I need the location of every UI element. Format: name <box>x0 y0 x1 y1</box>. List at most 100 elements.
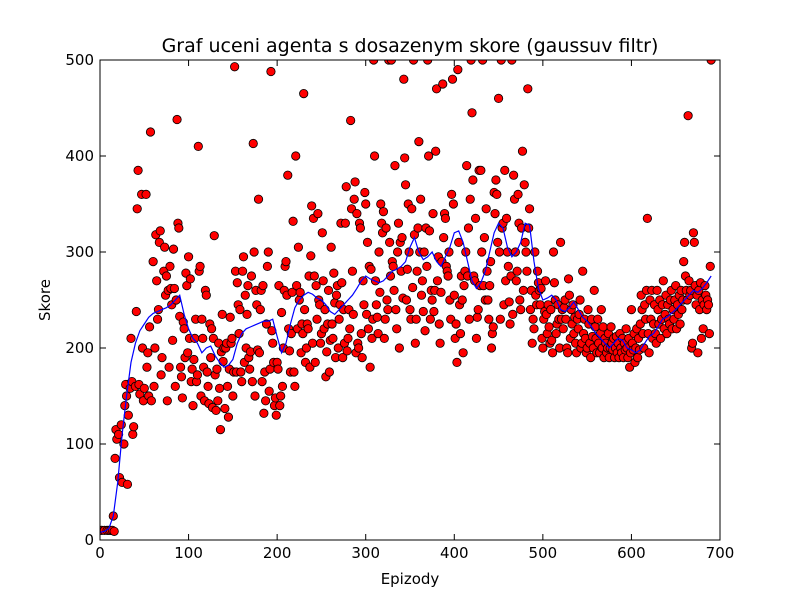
data-point <box>555 237 566 247</box>
data-point <box>307 338 318 348</box>
data-point <box>511 276 521 286</box>
y-tick-label: 300 <box>65 243 94 261</box>
y-axis-label: Skore <box>36 279 54 321</box>
data-point <box>688 228 699 238</box>
smoothed-line <box>100 222 712 533</box>
data-point <box>249 247 259 257</box>
data-point <box>322 347 332 357</box>
data-point <box>479 233 489 243</box>
chart-title: Graf uceni agenta s dosazenym skore (gau… <box>162 35 659 57</box>
x-tick-label: 500 <box>529 544 558 562</box>
data-point <box>246 271 257 281</box>
data-point <box>299 304 310 315</box>
data-point <box>116 420 126 430</box>
data-point <box>326 242 336 252</box>
data-point <box>394 343 404 353</box>
data-point <box>192 370 203 380</box>
data-point <box>123 410 133 420</box>
data-point <box>358 276 368 286</box>
data-point <box>527 338 537 348</box>
data-point <box>369 60 379 65</box>
data-point <box>494 247 505 257</box>
data-point <box>486 343 497 353</box>
data-point <box>193 141 203 151</box>
data-point <box>198 333 208 343</box>
data-point <box>408 282 418 293</box>
data-point <box>468 175 478 185</box>
data-point <box>243 280 253 291</box>
data-point <box>152 314 163 324</box>
data-point <box>578 266 588 276</box>
data-point <box>375 287 385 297</box>
data-point <box>544 322 554 332</box>
data-point <box>128 429 138 439</box>
data-point <box>309 271 319 281</box>
data-point <box>250 391 260 401</box>
data-point <box>373 328 383 339</box>
data-point <box>501 213 512 223</box>
data-point <box>513 189 523 199</box>
y-tick-label: 400 <box>65 147 94 165</box>
data-point <box>311 280 321 291</box>
y-tick-label: 0 <box>84 531 94 549</box>
data-point <box>168 244 179 254</box>
data-point <box>187 364 197 374</box>
data-point <box>176 362 186 372</box>
data-point <box>378 207 389 217</box>
data-point <box>236 367 246 377</box>
data-point <box>443 271 453 281</box>
data-point <box>549 278 559 288</box>
data-point <box>374 247 384 257</box>
plot-area <box>100 60 716 536</box>
data-point <box>675 319 685 329</box>
data-point <box>122 479 133 489</box>
data-point <box>411 314 421 324</box>
data-point <box>507 60 517 65</box>
data-point <box>583 304 593 315</box>
data-point <box>451 319 461 329</box>
data-point <box>586 352 596 363</box>
data-point <box>293 242 303 252</box>
data-point <box>679 256 689 267</box>
data-point <box>230 62 240 72</box>
data-point <box>110 453 120 463</box>
data-point <box>161 271 172 281</box>
data-point <box>331 290 342 300</box>
data-point <box>546 304 556 315</box>
data-point <box>465 194 475 204</box>
data-point <box>621 324 631 334</box>
data-point <box>447 189 457 199</box>
data-point <box>324 367 334 377</box>
data-point <box>400 180 411 190</box>
data-point <box>416 194 426 204</box>
data-point <box>589 285 599 295</box>
x-tick-label: 600 <box>617 544 646 562</box>
data-point <box>696 333 707 343</box>
data-point <box>508 309 518 319</box>
data-point <box>447 74 458 84</box>
data-point <box>472 312 482 322</box>
data-point <box>703 300 714 310</box>
data-point <box>129 422 139 432</box>
data-point <box>642 213 652 223</box>
y-tick-label: 100 <box>65 435 94 453</box>
data-point <box>343 333 353 343</box>
data-point <box>225 312 235 322</box>
data-point <box>485 280 495 291</box>
data-point <box>363 324 373 334</box>
data-point <box>312 314 322 324</box>
data-point <box>345 324 355 334</box>
data-point <box>492 189 502 199</box>
data-point <box>271 410 281 420</box>
data-point <box>340 218 350 228</box>
data-point <box>215 424 226 435</box>
data-point <box>109 526 119 536</box>
data-point <box>185 274 195 284</box>
x-tick-label: 300 <box>351 544 380 562</box>
data-point <box>698 324 708 334</box>
data-point <box>382 295 392 305</box>
data-point <box>524 204 535 214</box>
data-point <box>523 84 533 94</box>
data-point <box>412 266 422 276</box>
data-point <box>350 177 360 187</box>
